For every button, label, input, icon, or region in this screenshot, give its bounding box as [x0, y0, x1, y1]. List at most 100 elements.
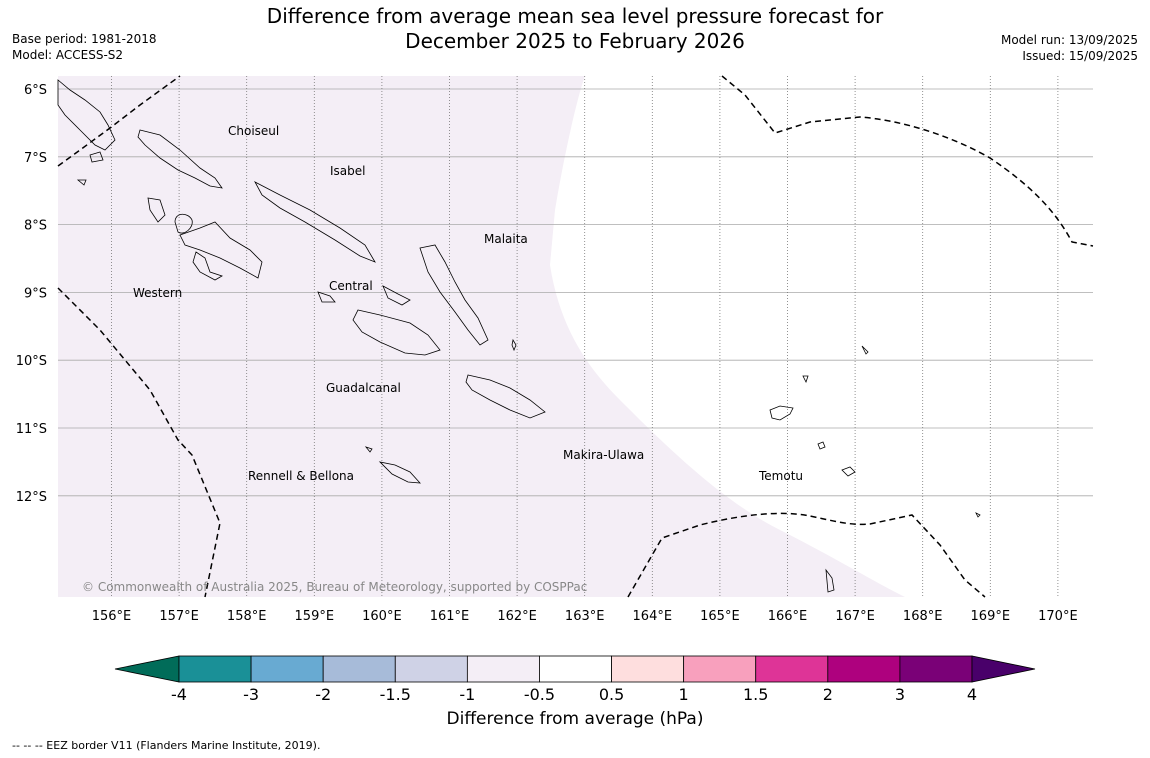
island-tikopia	[975, 512, 981, 518]
copyright-notice: © Commonwealth of Australia 2025, Bureau…	[82, 580, 588, 594]
lon-label: 168°E	[903, 609, 943, 624]
island-choiseul	[137, 129, 223, 189]
island-ranongga	[147, 197, 166, 223]
longitude-labels: 156°E 157°E 158°E 159°E 160°E 161°E 162°E 163°E…	[92, 609, 1078, 624]
island-duff	[861, 345, 869, 355]
islands	[57, 79, 981, 593]
colorbar-segment	[755, 655, 829, 683]
colorbar-tick-label: 4	[967, 685, 977, 704]
base-period: Base period: 1981-2018	[12, 32, 157, 46]
region-isabel: Isabel	[330, 164, 365, 178]
lat-label: 7°S	[24, 151, 47, 166]
lat-label: 9°S	[24, 286, 47, 301]
lon-label: 162°E	[497, 609, 537, 624]
eez-border-east	[721, 75, 1094, 247]
lon-label: 166°E	[768, 609, 808, 624]
island-santa-cruz	[769, 405, 794, 421]
colorbar-tick-label: -0.5	[524, 685, 555, 704]
lon-label: 163°E	[565, 609, 605, 624]
colorbar-tick-label: 0.5	[599, 685, 624, 704]
lon-label: 157°E	[159, 609, 199, 624]
colorbar-ticks: -4 -3 -2 -1.5 -1 -0.5 0.5 1 1.5 2 3 4	[171, 685, 977, 704]
map: Choiseul Isabel Malaita Western Central …	[16, 75, 1094, 624]
issued-date: Issued: 15/09/2025	[1022, 49, 1138, 63]
lon-label: 156°E	[92, 609, 132, 624]
chart-title: Difference from average mean sea level p…	[200, 4, 950, 54]
meta-right: Model run: 13/09/2025 Issued: 15/09/2025	[1001, 32, 1138, 64]
colorbar-segment	[899, 655, 973, 683]
island-anuta	[825, 568, 835, 593]
eez-borders	[57, 75, 1094, 598]
lat-label: 11°S	[16, 422, 47, 437]
eez-footnote: -- -- -- EEZ border V11 (Flanders Marine…	[12, 739, 321, 752]
colorbar-tick-label: 3	[895, 685, 905, 704]
colorbar-tick-label: -3	[243, 685, 259, 704]
model-name: Model: ACCESS-S2	[12, 48, 124, 62]
lon-label: 165°E	[700, 609, 740, 624]
latitude-gridlines	[58, 88, 1093, 497]
eez-border-south	[627, 512, 986, 598]
colorbar-tick-label: 2	[823, 685, 833, 704]
island-new-georgia	[179, 221, 263, 279]
colorbar-segment	[611, 655, 685, 683]
anomaly-shading	[58, 76, 905, 597]
colorbar-segment	[466, 655, 540, 683]
colorbar-low-extend	[114, 655, 180, 683]
island-florida	[382, 285, 411, 306]
colorbar-segment	[683, 655, 757, 683]
colorbar-tick-label: -4	[171, 685, 187, 704]
island-guadalcanal	[352, 309, 441, 356]
colorbar-tick-label: -1	[459, 685, 475, 704]
lat-label: 12°S	[16, 490, 47, 505]
region-central: Central	[329, 279, 373, 293]
colorbar-segment	[539, 655, 612, 683]
colorbar-tick-label: 1	[679, 685, 689, 704]
colorbar-segment	[250, 655, 324, 683]
colorbar-segments	[114, 655, 1036, 683]
island-isabel	[254, 181, 376, 263]
lon-label: 167°E	[835, 609, 875, 624]
region-temotu: Temotu	[758, 469, 803, 483]
island-rennell	[378, 461, 421, 484]
colorbar-tick-label: 1.5	[743, 685, 768, 704]
title-line-2: December 2025 to February 2026	[405, 29, 745, 53]
lon-label: 161°E	[430, 609, 470, 624]
lat-label: 6°S	[24, 83, 47, 98]
latitude-labels: 6°S 7°S 8°S 9°S 10°S 11°S 12°S	[16, 83, 47, 505]
eez-border-north-west	[57, 75, 181, 167]
lon-label: 170°E	[1038, 609, 1078, 624]
region-western: Western	[133, 286, 182, 300]
colorbar-segment	[178, 655, 252, 683]
colorbar-high-extend	[971, 655, 1036, 683]
colorbar-segment	[827, 655, 901, 683]
colorbar-title: Difference from average (hPa)	[446, 709, 704, 729]
region-malaita: Malaita	[484, 232, 528, 246]
colorbar-segment	[322, 655, 396, 683]
island-shortland	[89, 151, 104, 163]
lon-label: 158°E	[227, 609, 267, 624]
island-malaita	[419, 244, 489, 346]
island-vella-lavella	[174, 213, 193, 234]
model-run: Model run: 13/09/2025	[1000, 33, 1138, 47]
island-reef-islands	[802, 375, 809, 384]
colorbar-tick-label: -2	[315, 685, 331, 704]
island-treasury	[76, 179, 87, 186]
island-rendova	[192, 251, 223, 281]
region-makira-ulawa: Makira-Ulawa	[563, 448, 644, 462]
region-labels: Choiseul Isabel Malaita Western Central …	[133, 124, 803, 483]
lon-label: 159°E	[295, 609, 335, 624]
colorbar-tick-label: -1.5	[380, 685, 411, 704]
lat-label: 10°S	[16, 354, 47, 369]
region-rennell-bellona: Rennell & Bellona	[248, 469, 354, 483]
colorbar-segment	[394, 655, 468, 683]
island-bougainville	[57, 79, 116, 151]
island-vanikoro	[841, 466, 856, 477]
region-guadalcanal: Guadalcanal	[326, 381, 401, 395]
island-ulawa	[511, 338, 517, 352]
island-russell	[317, 291, 336, 303]
lon-label: 164°E	[633, 609, 673, 624]
meta-left: Base period: 1981-2018 Model: ACCESS-S2	[12, 31, 157, 63]
island-bellona	[364, 446, 373, 453]
lat-label: 8°S	[24, 219, 47, 234]
colorbar: -4 -3 -2 -1.5 -1 -0.5 0.5 1 1.5 2 3 4	[114, 655, 1036, 704]
